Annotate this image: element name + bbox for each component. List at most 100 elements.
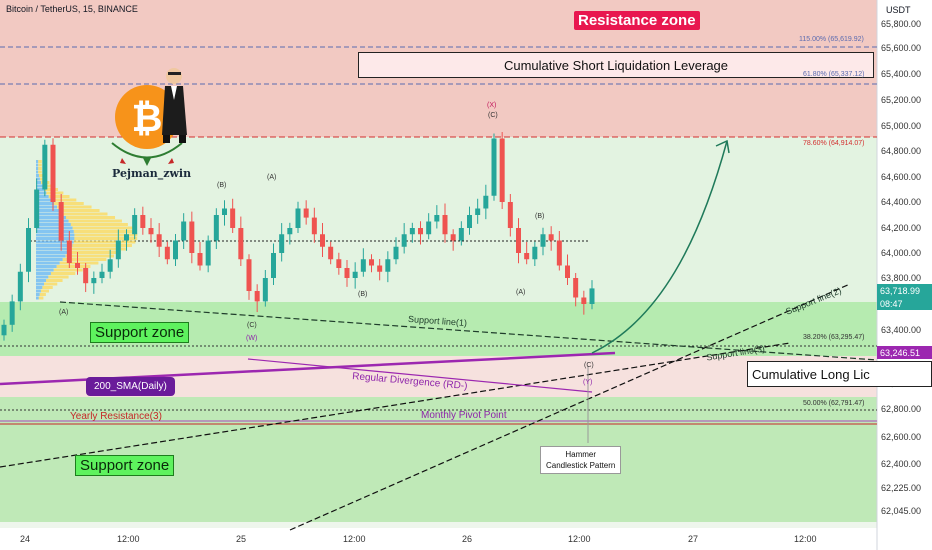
volume-profile-bar	[36, 251, 69, 254]
candle-body	[573, 278, 579, 298]
volume-profile-bar	[36, 240, 74, 244]
candle-body	[173, 240, 178, 260]
candle-body	[222, 208, 227, 215]
resistance-zone-label: Resistance zone	[574, 11, 700, 30]
volume-profile-bar	[36, 191, 47, 195]
volume-profile-bar	[36, 247, 71, 251]
candle-body	[409, 228, 415, 235]
hammer-label-line2: Candlestick Pattern	[546, 461, 616, 470]
fib-382-label: 38.20% (63,295.47)	[803, 334, 865, 341]
candle-body	[311, 217, 317, 235]
divergence-line	[247, 358, 593, 393]
volume-profile-bar	[36, 268, 54, 272]
candle-body	[475, 208, 481, 215]
candle-body	[287, 228, 293, 235]
candle-body	[279, 234, 285, 253]
volume-profile-bar	[36, 254, 66, 258]
candle-body	[344, 268, 350, 278]
volume-profile-bar	[48, 275, 69, 279]
price-tick-label: 64,400.00	[881, 197, 921, 207]
volume-profile-bar	[68, 219, 122, 223]
price-tick-label: 64,000.00	[881, 248, 921, 258]
price-tick-label: 64,800.00	[881, 146, 921, 156]
support-line-3	[0, 342, 791, 468]
candle-body	[132, 215, 138, 235]
candle-body	[107, 259, 113, 272]
candle-body	[393, 246, 399, 260]
candle-body	[377, 265, 383, 272]
candle-body	[532, 246, 538, 260]
candle-body	[34, 189, 40, 228]
time-axis-bg	[0, 528, 877, 550]
volume-profile-bar	[36, 237, 75, 240]
candle-body	[271, 253, 276, 278]
volume-profile-bar	[62, 258, 107, 261]
volume-profile-bar	[36, 195, 49, 198]
volume-profile-bar	[36, 244, 73, 247]
candle-body	[91, 278, 97, 284]
wave-label: (C)	[584, 362, 594, 369]
support-zone-label-1: Support zone	[90, 322, 190, 343]
price-tick-label: 64,600.00	[881, 172, 921, 182]
fib-115-label: 115.00% (65,619.92)	[799, 36, 864, 43]
volume-profile-bar	[36, 289, 41, 293]
volume-profile-bar	[56, 265, 91, 268]
candle-body	[336, 259, 342, 268]
candle-body	[205, 240, 211, 266]
candle-body	[483, 195, 489, 209]
volume-profile-bar	[36, 226, 73, 230]
volume-profile-bar	[73, 240, 136, 244]
volume-profile-bar	[36, 188, 45, 191]
candle-body	[115, 240, 121, 260]
volume-profile-bar	[36, 160, 39, 163]
volume-profile-bar	[46, 279, 63, 282]
volume-profile-bar	[68, 251, 122, 254]
time-tick: 25	[236, 534, 247, 544]
volume-profile-bar	[72, 226, 133, 230]
time-tick: 12:00	[117, 534, 140, 544]
volume-profile-bar	[39, 293, 46, 296]
volume-profile-bar	[42, 286, 53, 289]
candle-body	[385, 259, 391, 272]
short-liquidation-box: Cumulative Short Liquidation Leverage	[358, 52, 874, 78]
time-tick: 12:00	[794, 534, 817, 544]
volume-profile-bar	[36, 293, 40, 296]
support-line-1	[59, 301, 878, 361]
volume-profile-bar	[36, 296, 39, 300]
volume-profile-bar	[36, 286, 43, 289]
candle-body	[540, 234, 546, 247]
monthly-pivot-label: Monthly Pivot Point	[421, 410, 507, 421]
candle-body	[320, 234, 325, 247]
wave-label: (A)	[267, 174, 277, 181]
volume-profile-bar	[60, 209, 100, 212]
price-tick-label: 64,200.00	[881, 223, 921, 233]
wave-label: (X)	[487, 102, 497, 109]
volume-profile-bar	[36, 233, 75, 237]
volume-profile-bar	[36, 275, 49, 279]
volume-profile-bar	[63, 212, 108, 216]
fib-786-label: 78.60% (64,914.07)	[803, 140, 865, 147]
wave-label: (C)	[247, 322, 257, 329]
candle-body	[213, 215, 219, 241]
candle-body	[418, 228, 423, 235]
wave-label: (A)	[59, 309, 69, 316]
wave-label: (C)	[488, 112, 498, 119]
countdown-tag: 08:47	[877, 297, 932, 310]
candle-body	[369, 259, 374, 266]
candle-body	[581, 297, 587, 304]
volume-profile-bar	[40, 289, 49, 293]
candle-body	[42, 144, 48, 190]
price-tick-label: 62,400.00	[881, 459, 921, 469]
last-price-tag: 63,718.99	[877, 284, 932, 297]
yearly-resistance-label: Yearly Resistance(3)	[70, 411, 162, 422]
wave-label: (B)	[217, 182, 227, 189]
candle-body	[458, 228, 464, 241]
candle-body	[450, 234, 456, 241]
candle-body	[303, 208, 309, 218]
candle-body	[442, 215, 448, 235]
volume-profile-bar	[73, 230, 136, 233]
wave-label: (B)	[535, 213, 545, 220]
volume-profile-bar	[36, 209, 61, 212]
price-tick-label: 65,200.00	[881, 95, 921, 105]
symbol-title[interactable]: Bitcoin / TetherUS, 15, BINANCE	[6, 4, 138, 14]
